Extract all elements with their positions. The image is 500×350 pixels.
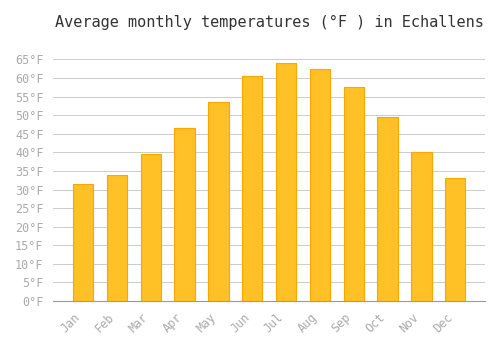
Bar — [140, 154, 161, 301]
Title: Average monthly temperatures (°F ) in Echallens: Average monthly temperatures (°F ) in Ec… — [54, 15, 484, 30]
Bar — [208, 102, 229, 301]
Bar — [106, 175, 127, 301]
Bar — [378, 117, 398, 301]
Bar — [276, 63, 296, 301]
Bar — [174, 128, 195, 301]
Bar — [242, 76, 262, 301]
Bar — [344, 88, 364, 301]
Bar — [411, 152, 432, 301]
Bar — [445, 178, 466, 301]
Bar — [73, 184, 93, 301]
Bar — [310, 69, 330, 301]
